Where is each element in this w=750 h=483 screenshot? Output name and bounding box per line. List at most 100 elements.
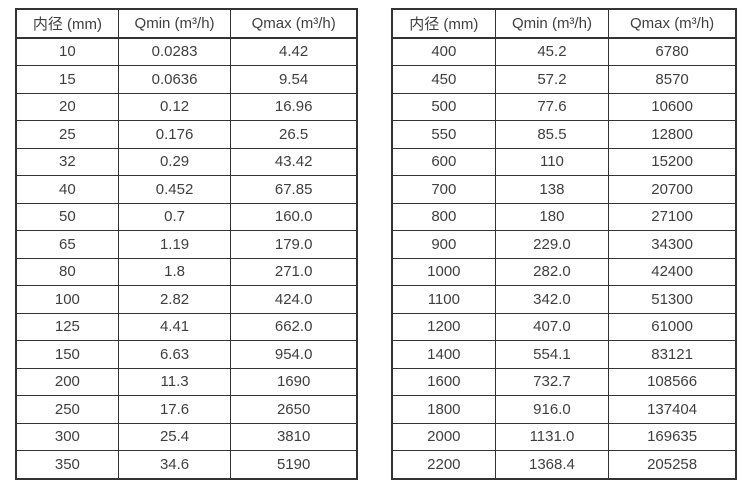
cell-qmax: 8570 bbox=[608, 65, 737, 94]
table-row: 1400 554.1 83121 bbox=[391, 340, 737, 369]
cell-qmax: 662.0 bbox=[230, 312, 358, 341]
cell-diameter: 900 bbox=[391, 230, 496, 259]
table-row: 200 11.3 1690 bbox=[15, 367, 358, 396]
cell-qmin: 110 bbox=[494, 147, 610, 176]
cell-qmin: 2.82 bbox=[117, 285, 232, 314]
flow-table-large-diameters: 内径 (mm) Qmin (m³/h) Qmax (m³/h) 400 45.2 678… bbox=[391, 8, 737, 480]
cell-qmax: 20700 bbox=[608, 175, 737, 204]
table-row: 80 1.8 271.0 bbox=[15, 257, 358, 286]
cell-diameter: 500 bbox=[391, 92, 496, 121]
cell-diameter: 400 bbox=[391, 37, 496, 66]
cell-qmax: 205258 bbox=[608, 450, 737, 479]
cell-diameter: 350 bbox=[15, 450, 119, 479]
cell-qmax: 83121 bbox=[608, 340, 737, 369]
table-row: 15 0.0636 9.54 bbox=[15, 65, 358, 94]
cell-qmin: 85.5 bbox=[494, 120, 610, 149]
cell-qmax: 2650 bbox=[230, 395, 358, 424]
cell-diameter: 40 bbox=[15, 175, 119, 204]
cell-qmin: 1131.0 bbox=[494, 422, 610, 451]
table-row: 1800 916.0 137404 bbox=[391, 395, 737, 424]
cell-diameter: 800 bbox=[391, 202, 496, 231]
cell-diameter: 32 bbox=[15, 147, 119, 176]
header-row: 内径 (mm) Qmin (m³/h) Qmax (m³/h) bbox=[15, 8, 358, 39]
cell-diameter: 550 bbox=[391, 120, 496, 149]
cell-diameter: 1000 bbox=[391, 257, 496, 286]
cell-qmin: 6.63 bbox=[117, 340, 232, 369]
cell-diameter: 250 bbox=[15, 395, 119, 424]
cell-diameter: 10 bbox=[15, 37, 119, 66]
cell-qmin: 0.12 bbox=[117, 92, 232, 121]
cell-qmin: 0.7 bbox=[117, 202, 232, 231]
cell-qmax: 137404 bbox=[608, 395, 737, 424]
cell-qmin: 554.1 bbox=[494, 340, 610, 369]
table-row: 10 0.0283 4.42 bbox=[15, 37, 358, 66]
cell-qmin: 342.0 bbox=[494, 285, 610, 314]
table-row: 1600 732.7 108566 bbox=[391, 367, 737, 396]
cell-qmin: 229.0 bbox=[494, 230, 610, 259]
cell-qmax: 3810 bbox=[230, 422, 358, 451]
cell-qmin: 4.41 bbox=[117, 312, 232, 341]
cell-qmax: 12800 bbox=[608, 120, 737, 149]
table-row: 65 1.19 179.0 bbox=[15, 230, 358, 259]
cell-diameter: 2000 bbox=[391, 422, 496, 451]
cell-qmax: 61000 bbox=[608, 312, 737, 341]
table-row: 600 110 15200 bbox=[391, 147, 737, 176]
cell-qmax: 1690 bbox=[230, 367, 358, 396]
cell-qmin: 0.0636 bbox=[117, 65, 232, 94]
cell-qmin: 180 bbox=[494, 202, 610, 231]
cell-qmax: 108566 bbox=[608, 367, 737, 396]
table-row: 450 57.2 8570 bbox=[391, 65, 737, 94]
cell-diameter: 700 bbox=[391, 175, 496, 204]
table-row: 550 85.5 12800 bbox=[391, 120, 737, 149]
cell-qmax: 954.0 bbox=[230, 340, 358, 369]
cell-qmax: 27100 bbox=[608, 202, 737, 231]
cell-qmax: 42400 bbox=[608, 257, 737, 286]
cell-qmin: 45.2 bbox=[494, 37, 610, 66]
table-row: 32 0.29 43.42 bbox=[15, 147, 358, 176]
cell-diameter: 450 bbox=[391, 65, 496, 94]
table-row: 250 17.6 2650 bbox=[15, 395, 358, 424]
cell-qmax: 26.5 bbox=[230, 120, 358, 149]
table-row: 50 0.7 160.0 bbox=[15, 202, 358, 231]
cell-diameter: 2200 bbox=[391, 450, 496, 479]
header-cell-qmin: Qmin (m³/h) bbox=[494, 8, 610, 39]
cell-diameter: 25 bbox=[15, 120, 119, 149]
cell-diameter: 300 bbox=[15, 422, 119, 451]
cell-diameter: 1200 bbox=[391, 312, 496, 341]
table-row: 350 34.6 5190 bbox=[15, 450, 358, 479]
table-row: 20 0.12 16.96 bbox=[15, 92, 358, 121]
header-row: 内径 (mm) Qmin (m³/h) Qmax (m³/h) bbox=[391, 8, 737, 39]
cell-qmax: 10600 bbox=[608, 92, 737, 121]
cell-qmin: 916.0 bbox=[494, 395, 610, 424]
cell-qmin: 407.0 bbox=[494, 312, 610, 341]
cell-qmax: 9.54 bbox=[230, 65, 358, 94]
table-row: 2000 1131.0 169635 bbox=[391, 422, 737, 451]
cell-qmax: 4.42 bbox=[230, 37, 358, 66]
cell-qmin: 282.0 bbox=[494, 257, 610, 286]
cell-diameter: 600 bbox=[391, 147, 496, 176]
cell-qmin: 34.6 bbox=[117, 450, 232, 479]
table-row: 300 25.4 3810 bbox=[15, 422, 358, 451]
cell-diameter: 1100 bbox=[391, 285, 496, 314]
cell-diameter: 150 bbox=[15, 340, 119, 369]
table-row: 40 0.452 67.85 bbox=[15, 175, 358, 204]
cell-diameter: 1400 bbox=[391, 340, 496, 369]
cell-qmax: 424.0 bbox=[230, 285, 358, 314]
cell-qmin: 77.6 bbox=[494, 92, 610, 121]
table-row: 100 2.82 424.0 bbox=[15, 285, 358, 314]
cell-diameter: 50 bbox=[15, 202, 119, 231]
cell-qmin: 0.176 bbox=[117, 120, 232, 149]
cell-qmax: 67.85 bbox=[230, 175, 358, 204]
table-row: 400 45.2 6780 bbox=[391, 37, 737, 66]
header-cell-diameter: 内径 (mm) bbox=[15, 8, 119, 39]
cell-qmax: 16.96 bbox=[230, 92, 358, 121]
cell-diameter: 125 bbox=[15, 312, 119, 341]
cell-qmax: 271.0 bbox=[230, 257, 358, 286]
header-cell-qmax: Qmax (m³/h) bbox=[230, 8, 358, 39]
cell-qmax: 43.42 bbox=[230, 147, 358, 176]
table-row: 500 77.6 10600 bbox=[391, 92, 737, 121]
flow-table-small-diameters: 内径 (mm) Qmin (m³/h) Qmax (m³/h) 10 0.0283 4.… bbox=[15, 8, 358, 480]
cell-qmin: 17.6 bbox=[117, 395, 232, 424]
cell-qmax: 34300 bbox=[608, 230, 737, 259]
